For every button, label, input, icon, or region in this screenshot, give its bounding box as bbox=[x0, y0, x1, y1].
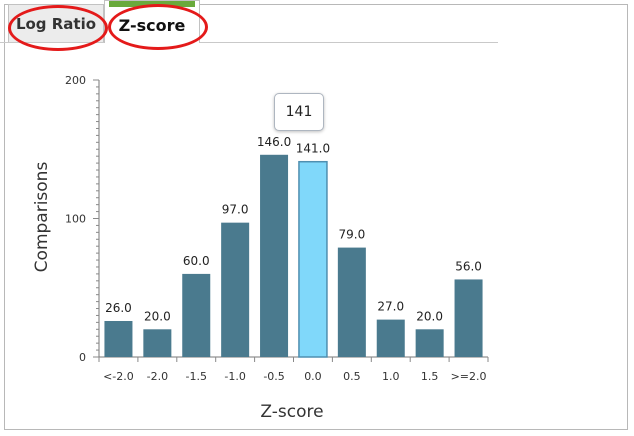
bar[interactable] bbox=[182, 273, 211, 357]
bar-value-label: 146.0 bbox=[257, 135, 291, 149]
bar[interactable] bbox=[104, 320, 133, 357]
x-tick-label: 1.5 bbox=[421, 370, 439, 383]
bar-value-label: 141.0 bbox=[296, 142, 330, 156]
tab-z-score-label: Z-score bbox=[118, 15, 186, 35]
x-tick-label: -1.0 bbox=[224, 370, 245, 383]
bar[interactable] bbox=[337, 247, 366, 357]
x-axis-title: Z-score bbox=[260, 402, 323, 422]
bar-value-label: 20.0 bbox=[144, 309, 171, 323]
x-tick-label: 1.0 bbox=[382, 370, 400, 383]
y-tick-label: 200 bbox=[65, 74, 86, 87]
bar[interactable] bbox=[143, 329, 172, 357]
bar[interactable] bbox=[376, 319, 405, 357]
bar-value-label: 79.0 bbox=[338, 228, 365, 242]
y-axis: 0 100 200 bbox=[65, 74, 100, 364]
bar-value-label: 20.0 bbox=[416, 309, 443, 323]
x-tick-label: 0.5 bbox=[343, 370, 361, 383]
x-axis: <-2.0 -2.0 -1.5 -1.0 -0.5 0.0 0.5 1.0 1.5 >=2.0 bbox=[98, 356, 489, 383]
bar[interactable] bbox=[221, 222, 250, 357]
bars: 26.0 20.0 60.0 97.0 146.0 141.0 79.0 27.0 20.0 56… bbox=[104, 135, 483, 358]
y-tick-label: 100 bbox=[65, 213, 86, 226]
bar-tooltip: 141 bbox=[274, 93, 324, 131]
tab-z-score[interactable]: Z-score bbox=[104, 0, 200, 43]
x-tick-label: -2.0 bbox=[147, 370, 168, 383]
bar[interactable] bbox=[298, 160, 328, 358]
tab-bar: Log Ratio Z-score bbox=[0, 0, 498, 43]
bar[interactable] bbox=[260, 154, 289, 357]
tooltip-value: 141 bbox=[285, 104, 313, 120]
x-tick-label: <-2.0 bbox=[103, 370, 134, 383]
bar[interactable] bbox=[454, 279, 483, 357]
bar-value-label: 97.0 bbox=[222, 203, 249, 217]
bar[interactable] bbox=[415, 329, 444, 357]
x-tick-label: 0.0 bbox=[304, 370, 322, 383]
bar-value-label: 60.0 bbox=[183, 254, 210, 268]
bar-value-label: 27.0 bbox=[377, 300, 404, 314]
x-tick-label: -0.5 bbox=[263, 370, 284, 383]
y-tick-label: 0 bbox=[79, 351, 86, 364]
x-tick-label: >=2.0 bbox=[451, 370, 487, 383]
bar-value-label: 56.0 bbox=[455, 259, 482, 273]
x-tick-label: -1.5 bbox=[186, 370, 207, 383]
y-axis-title: Comparisons bbox=[32, 162, 52, 273]
bar-value-label: 26.0 bbox=[105, 301, 132, 315]
tab-log-ratio[interactable]: Log Ratio bbox=[8, 4, 104, 42]
tab-log-ratio-label: Log Ratio bbox=[15, 14, 97, 33]
